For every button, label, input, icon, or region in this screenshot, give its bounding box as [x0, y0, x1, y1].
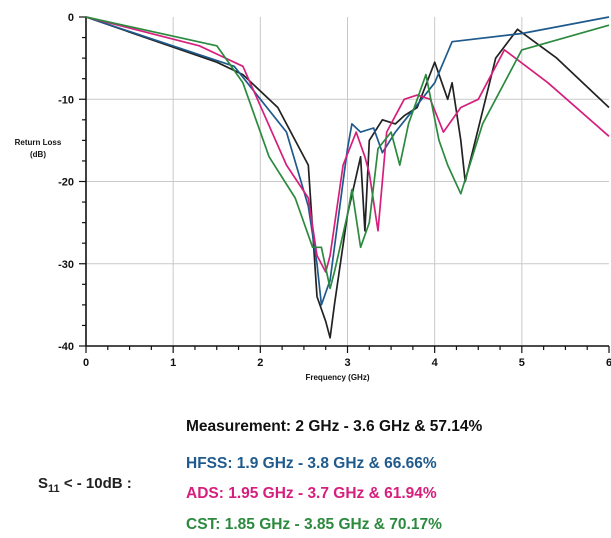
condition-s: S	[38, 475, 49, 492]
series-line-3	[85, 16, 610, 290]
x-tick-label: 3	[344, 357, 350, 369]
condition-rest: < - 10dB :	[59, 475, 132, 492]
series-line-2	[85, 16, 610, 273]
summary-line-ads: ADS: 1.95 GHz - 3.7 GHz & 61.94%	[186, 485, 437, 503]
x-tick-label: 2	[257, 357, 263, 369]
summary-line-hfss: HFSS: 1.9 GHz - 3.8 GHz & 66.66%	[186, 455, 437, 473]
y-tick-label: -10	[58, 94, 74, 106]
y-axis-title: Return Loss	[15, 138, 62, 147]
summary-line-cst: CST: 1.85 GHz - 3.85 GHz & 70.17%	[186, 516, 442, 534]
s11-condition-label: S11 < - 10dB :	[38, 475, 132, 495]
series-line-1	[85, 16, 610, 306]
y-tick-label: -40	[58, 341, 74, 353]
y-tick-label: -30	[58, 259, 74, 271]
axis-titles: Return Loss (dB) Frequency (GHz)	[15, 138, 370, 382]
x-tick-label: 5	[519, 357, 525, 369]
summary-cst-text: CST: 1.85 GHz - 3.85 GHz & 70.17%	[186, 516, 442, 533]
x-tick-label: 1	[170, 357, 176, 369]
x-tick-label: 0	[83, 357, 89, 369]
summary-hfss-text: HFSS: 1.9 GHz - 3.8 GHz & 66.66%	[186, 455, 437, 472]
summary-ads-text: ADS: 1.95 GHz - 3.7 GHz & 61.94%	[186, 485, 437, 502]
x-tick-label: 6	[606, 357, 611, 369]
y-tick-label: -20	[58, 177, 74, 189]
series-line-0	[85, 16, 610, 339]
x-tick-label: 4	[432, 357, 439, 369]
summary-line-measurement: Measurement: 2 GHz - 3.6 GHz & 57.14%	[186, 418, 482, 436]
grid-lines	[86, 17, 609, 346]
y-tick-label: 0	[68, 12, 74, 24]
condition-subscript: 11	[48, 483, 60, 495]
x-axis-title: Frequency (GHz)	[305, 373, 369, 382]
y-axis-title: (dB)	[30, 150, 46, 159]
tick-labels: 0 1 2 3 4 5 6 0 -10 -20 -30 -40	[58, 12, 611, 369]
axes	[79, 16, 610, 353]
summary-measurement-text: Measurement: 2 GHz - 3.6 GHz & 57.14%	[186, 418, 483, 435]
series-layer	[85, 16, 610, 339]
